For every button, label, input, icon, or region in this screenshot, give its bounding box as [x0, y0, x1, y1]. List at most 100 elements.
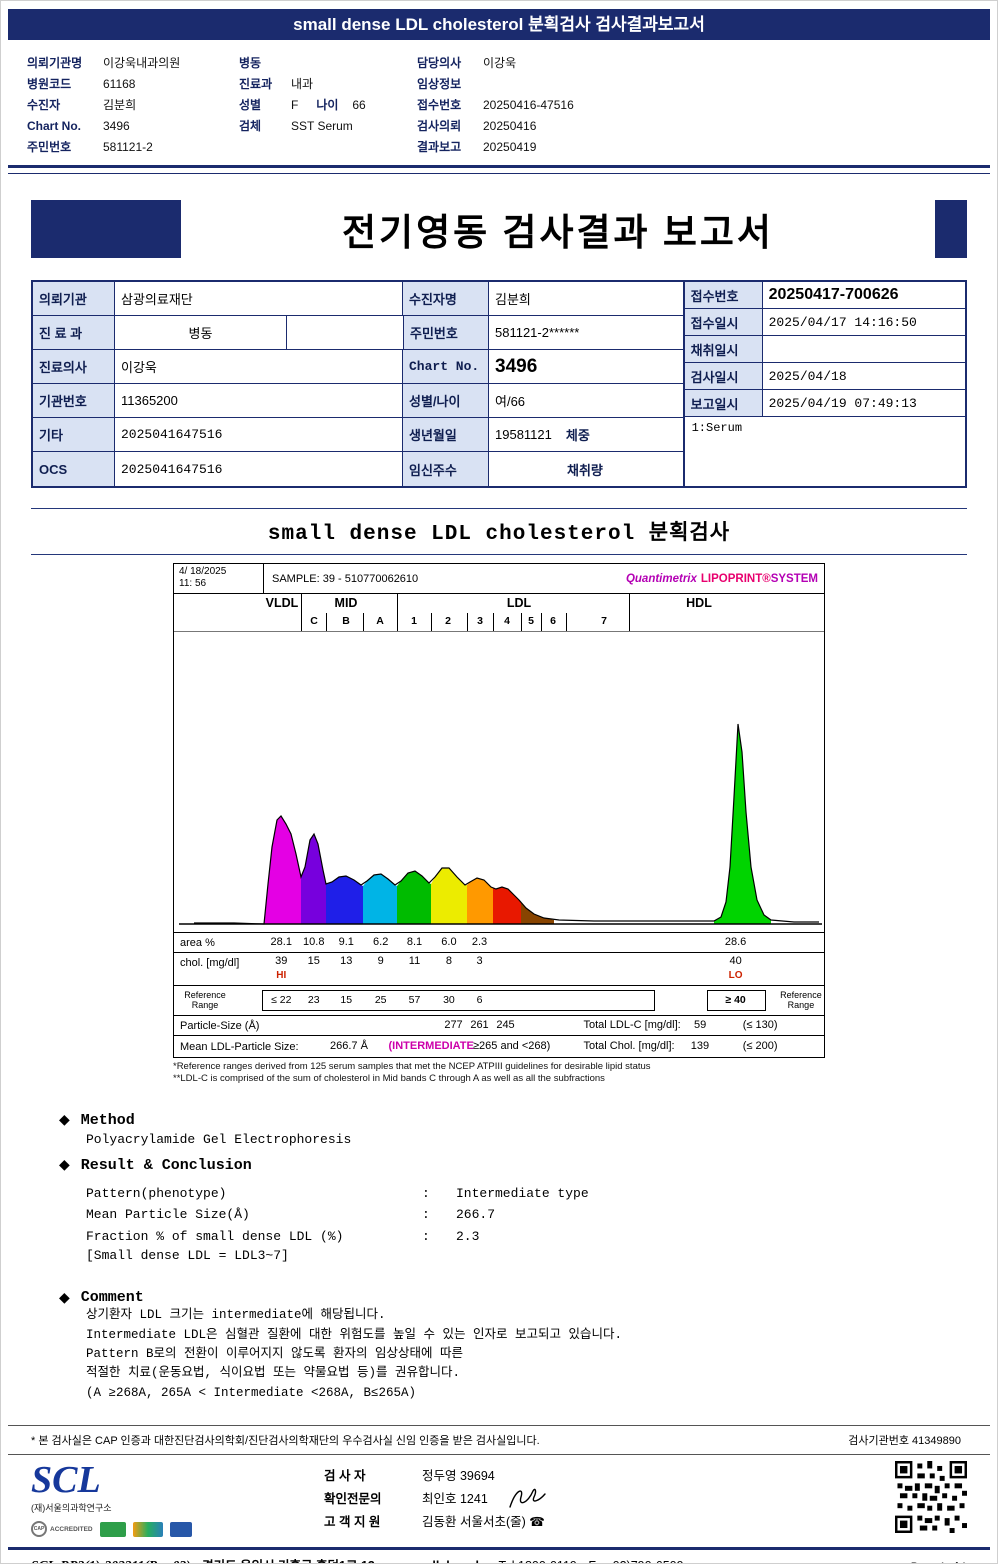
birthdate-value: 19581121 — [495, 427, 552, 442]
cell-value: 2025/04/17 14:16:50 — [762, 309, 965, 336]
mean-class-range: ≥265 and <268) — [473, 1040, 551, 1052]
table-row: 기관번호 11365200 성별/나이 여/66 — [33, 384, 684, 418]
patient-info-table: 의뢰기관 삼광의료재단 수진자명 김분희 진 료 과 병동 주민번호 58112… — [31, 280, 967, 488]
report-banner: 전기영동 검사결과 보고서 — [31, 200, 967, 258]
field-value: 20250416 — [483, 118, 537, 133]
field-label: 결과보고 — [417, 140, 462, 154]
band-label-strip: VLDL MID LDL HDL C B A 1 2 3 4 5 6 7 — [174, 594, 824, 632]
cell-label: 주민번호 — [403, 316, 489, 350]
band-hdl-label: HDL — [686, 596, 712, 610]
patient-table-right: 접수번호 20250417-700626 접수일시 2025/04/17 14:… — [683, 282, 965, 486]
table-row: 접수일시 2025/04/17 14:16:50 — [684, 309, 965, 336]
field-value: 61168 — [103, 76, 136, 91]
info-row: 검체 SST Serum — [239, 115, 417, 136]
org-number: 검사기관번호 41349890 — [848, 1432, 961, 1448]
result-item: Mean Particle Size(Å) : 266.7 — [86, 1205, 997, 1225]
footer-navy-rule — [8, 1547, 990, 1551]
cell-value: 19581121 체중 — [489, 418, 684, 452]
cell-value-chart-no: 3496 — [489, 350, 684, 384]
cell-value: 581121-2****** — [489, 316, 684, 350]
brand-label: Quantimetrix LIPOPRINT®SYSTEM — [626, 573, 824, 585]
comment-line: 상기환자 LDL 크기는 intermediate에 해당됩니다. — [86, 1308, 386, 1323]
subband-tick — [363, 613, 364, 631]
chol-vldl: 39 — [275, 955, 288, 967]
info-row: 검사의뢰 20250416 — [417, 115, 757, 136]
mean-class: (INTERMEDIATE — [388, 1040, 474, 1052]
signature-icon — [509, 1488, 546, 1508]
info-row: 의뢰기관명 이강욱내과의원 — [27, 52, 239, 73]
area-vldl: 28.1 — [270, 936, 292, 948]
cell-value: 2025041647516 — [115, 452, 403, 486]
result-colon: : — [422, 1207, 430, 1223]
staff-block: 검 사 자 정두영 39694 확인전문의 최인호 1241 고 객 지 원 김… — [266, 1461, 887, 1537]
table-row: 의뢰기관 삼광의료재단 수진자명 김분희 — [33, 282, 684, 316]
area-percent-row: area % 28.1 10.8 9.1 6.2 8.1 6.0 2.3 28.… — [174, 932, 824, 952]
particle-size-row: Particle-Size (Å) 277 261 245 Total LDL-… — [174, 1015, 824, 1035]
comment-heading-row: ◆ Comment — [59, 1289, 997, 1306]
info-row: 접수번호 20250416-47516 — [417, 94, 757, 115]
info-row: 성별 F 나이 66 — [239, 94, 417, 115]
subband-tick — [541, 613, 542, 631]
total-chol-ref: (≤ 200) — [742, 1040, 778, 1052]
cell-label: 임신주수 — [403, 452, 489, 486]
chol-ldl3: 3 — [476, 955, 483, 967]
field-label: 병원코드 — [27, 77, 72, 91]
cell-value: 병동 — [115, 316, 287, 350]
cell-label: 생년월일 — [403, 418, 489, 452]
sample-id: SAMPLE: 39 - 510770062610 — [272, 572, 419, 585]
electrophoresis-curve — [179, 723, 822, 925]
diamond-icon: ◆ — [59, 1157, 70, 1174]
cell-value: 여/66 — [489, 384, 684, 418]
comment-line: 적절한 치료(운동요법, 식이요법 또는 약물요법 등)를 권유합니다. — [86, 1366, 461, 1381]
cell-label: OCS — [33, 452, 115, 486]
subband-mid-a: A — [376, 615, 384, 627]
result-label: Fraction % of small dense LDL (%) — [86, 1228, 344, 1244]
cap-accredited-badge: CAP ACCREDITED — [31, 1521, 93, 1538]
divider-thick — [8, 165, 990, 168]
cell-label: 보고일시 — [684, 390, 763, 417]
table-row: 보고일시 2025/04/19 07:49:13 — [684, 390, 965, 417]
lab-fax: Fax 02)790-6509 — [588, 1559, 683, 1563]
chol-ldl2: 8 — [445, 955, 452, 967]
cell-label: 채취일시 — [684, 336, 763, 363]
table-row: 기타 2025041647516 생년월일 19581121 체중 — [33, 418, 684, 452]
footer-rule-mid — [8, 1454, 990, 1456]
subband-mid-c: C — [310, 615, 318, 627]
ref-vldl: ≤ 22 — [271, 994, 292, 1006]
serum-note: 1:Serum — [691, 421, 743, 435]
cell-label: 성별/나이 — [403, 384, 489, 418]
reference-range-box — [261, 990, 655, 1011]
patient-table-left: 의뢰기관 삼광의료재단 수진자명 김분희 진 료 과 병동 주민번호 58112… — [33, 282, 684, 486]
area-mid-b: 9.1 — [338, 936, 354, 948]
subband-tick — [326, 613, 327, 631]
section-title: small dense LDL cholesterol 분획검사 — [267, 523, 731, 546]
cell-label: 기관번호 — [33, 384, 115, 418]
certification-text: * 본 검사실은 CAP 인증과 대한진단검사의학회/진단검사의학재단의 우수검… — [31, 1435, 540, 1448]
reference-range-row: Reference Range ≤ 22 23 15 25 57 30 6 ≥ … — [174, 985, 824, 1015]
field-value: 20250416-47516 — [483, 97, 574, 112]
row-label: Particle-Size (Å) — [180, 1019, 260, 1032]
band-separator — [301, 594, 302, 631]
field-label: 주민번호 — [27, 140, 72, 154]
comment-line: Pattern B로의 전환이 이루어지지 않도록 환자의 임상상태에 따른 — [86, 1346, 464, 1361]
field-value: 이강욱 — [483, 56, 517, 70]
row-label: Mean LDL-Particle Size: — [180, 1040, 299, 1053]
org-number-label: 검사기관번호 — [848, 1435, 909, 1448]
comment-line: Intermediate LDL은 심혈관 질환에 대한 위험도를 높일 수 있… — [86, 1327, 623, 1342]
field-label: 임상정보 — [417, 77, 462, 91]
field-label: 의뢰기관명 — [27, 56, 83, 70]
cell-label: 검사일시 — [684, 363, 763, 390]
lab-tel: Tel 1800-0119 — [499, 1559, 577, 1563]
flag-high: HI — [276, 970, 287, 981]
lab-website: www.scllab.co.kr — [386, 1559, 487, 1563]
field-value: SST Serum — [291, 118, 353, 133]
cell-label: 기타 — [33, 418, 115, 452]
total-chol-label: Total Chol. [mg/dl]: — [583, 1040, 675, 1052]
info-row: 병원코드 61168 — [27, 73, 239, 94]
field-label: Chart No. — [27, 118, 81, 133]
field-label: 진료과 — [239, 77, 273, 91]
cell-label: 수진자명 — [403, 282, 489, 316]
subband-tick — [467, 613, 468, 631]
subband-ldl-3: 3 — [477, 615, 483, 627]
